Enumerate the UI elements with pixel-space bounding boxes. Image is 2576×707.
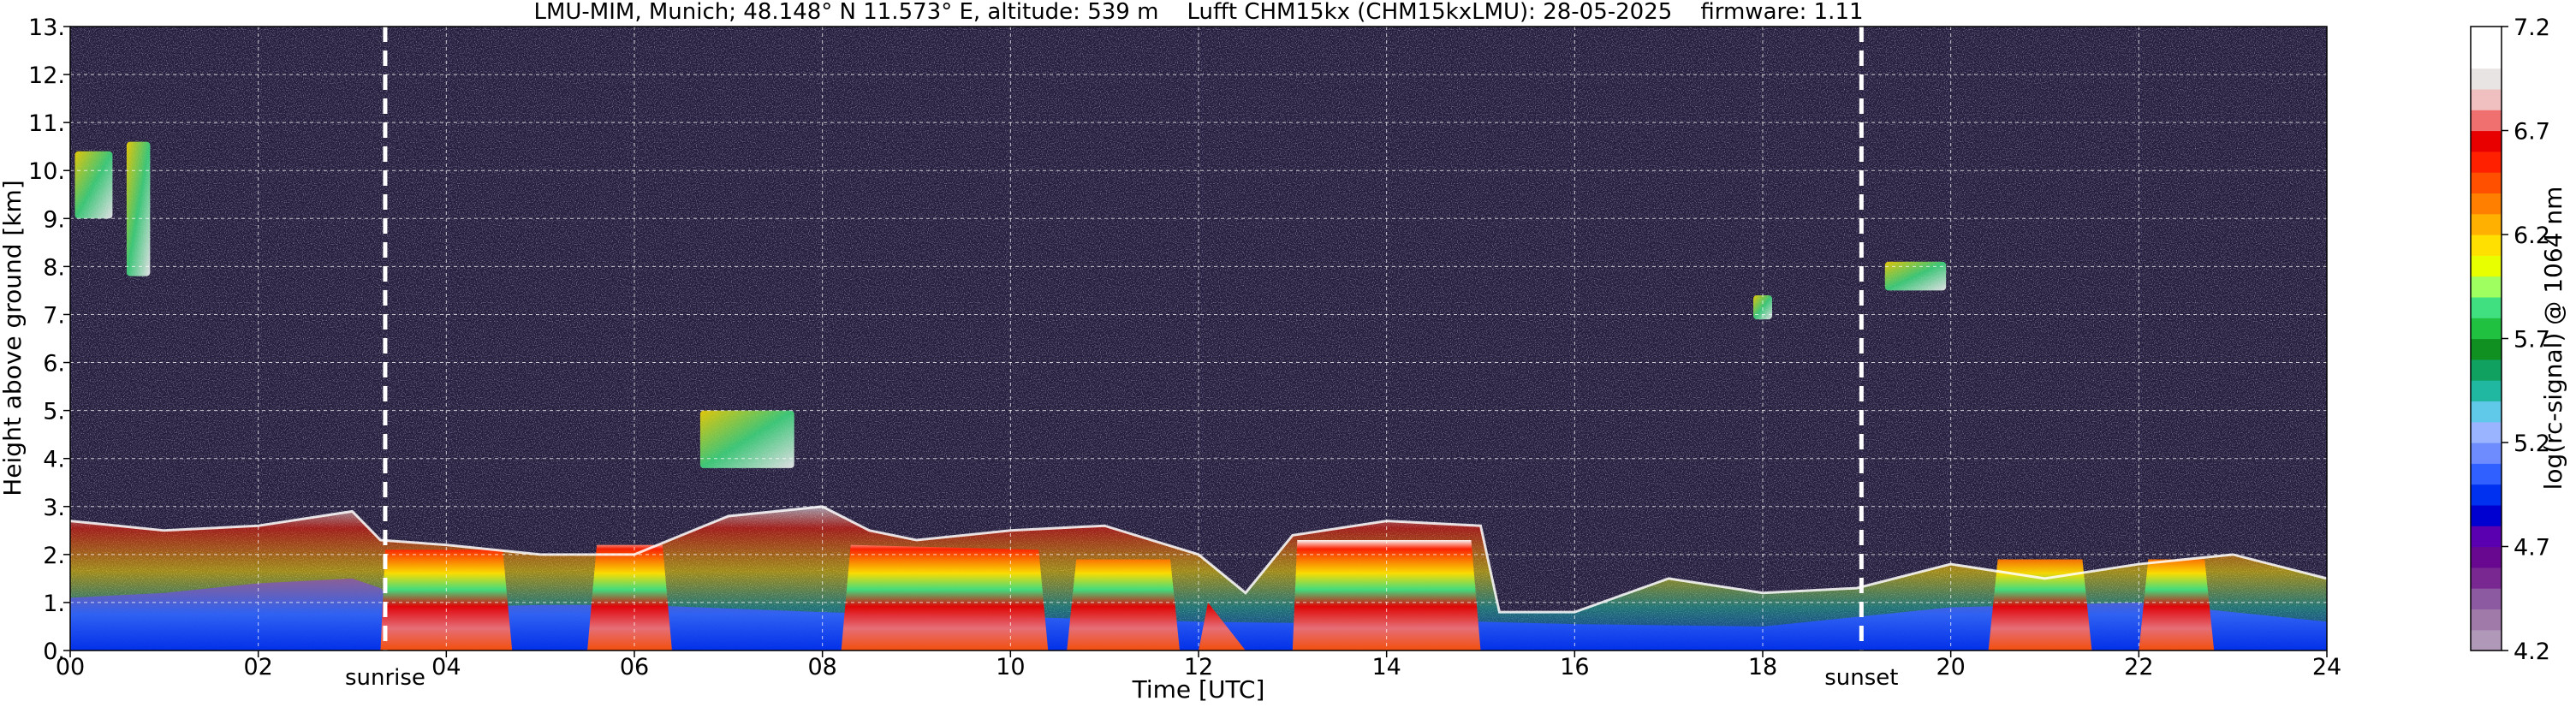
cloud-patches [74, 141, 1947, 468]
layer-top-edge [69, 505, 2328, 614]
colorbar-cell [2471, 588, 2502, 609]
y-tick-label: 10. [28, 158, 65, 185]
colorbar-cell [2471, 546, 2502, 568]
y-tick-label: 2. [43, 543, 65, 569]
colorbar-cell [2471, 338, 2502, 360]
grid [70, 27, 2327, 651]
colorbar: 4.2 4.7 5.2 5.7 6.2 6.7 7.2 log(rc-signal) @ 1… [2470, 15, 2567, 665]
y-tick-label: 3. [43, 495, 65, 521]
colorbar-tick-label: 4.2 [2514, 639, 2550, 665]
colorbar-cell [2471, 276, 2502, 298]
colorbar-tick-label: 5.2 [2514, 431, 2550, 457]
x-tick-label: 04 [431, 654, 461, 680]
colorbar-cell [2471, 47, 2502, 69]
y-tick-label: 13. [28, 15, 65, 41]
colorbar-cell [2471, 359, 2502, 381]
colorbar-cell [2471, 629, 2502, 651]
x-tick-label: 22 [2124, 654, 2153, 680]
colorbar-cells [2471, 27, 2502, 651]
colorbar-cell [2471, 151, 2502, 173]
y-tick-label: 8. [43, 254, 65, 281]
colorbar-ticks: 4.2 4.7 5.2 5.7 6.2 6.7 7.2 [2502, 15, 2550, 665]
colorbar-cell [2471, 421, 2502, 443]
colorbar-cell [2471, 296, 2502, 318]
x-tick-label: 00 [56, 654, 85, 680]
colorbar-tick-label: 7.2 [2514, 15, 2550, 41]
y-tick-label: 5. [43, 399, 65, 425]
x-tick-label: 16 [1560, 654, 1589, 680]
chart-title: LMU-MIM, Munich; 48.148° N 11.573° E, al… [533, 0, 1863, 25]
colorbar-tick-label: 5.7 [2514, 327, 2550, 354]
colorbar-cell [2471, 88, 2502, 110]
x-tick-label: 12 [1184, 654, 1213, 680]
y-tick-label: 11. [28, 110, 65, 137]
colorbar-tick-label: 6.2 [2514, 223, 2550, 249]
y-tick-label: 6. [43, 351, 65, 377]
colorbar-cell [2471, 68, 2502, 90]
colorbar-cell [2471, 463, 2502, 485]
cloud-patch-1 [126, 141, 151, 276]
sun-markers [383, 27, 1864, 651]
colorbar-cell [2471, 235, 2502, 256]
colorbar-cell [2471, 443, 2502, 464]
colorbar-cell [2471, 27, 2502, 48]
colorbar-cell [2471, 130, 2502, 152]
colorbar-tick-label: 4.7 [2514, 535, 2550, 561]
cloud-patch-0 [74, 151, 113, 219]
x-tick-label: 20 [1936, 654, 1965, 680]
y-axis-ticks: 0. 1. 2. 3. 4. 5. 6. 7. 8. 9. 10. 11. 12. 13. [28, 15, 70, 665]
colorbar-cell [2471, 172, 2502, 193]
colorbar-cell [2471, 484, 2502, 506]
colorbar-cell [2471, 318, 2502, 340]
colorbar-cell [2471, 213, 2502, 235]
x-tick-label: 24 [2312, 654, 2341, 680]
y-tick-label: 0. [43, 639, 65, 665]
sunset-label: sunset [1824, 665, 1898, 691]
y-axis-label: Height above ground [km] [0, 180, 27, 496]
sunrise-label: sunrise [345, 665, 425, 691]
x-tick-label: 02 [243, 654, 272, 680]
y-tick-label: 4. [43, 447, 65, 473]
x-tick-label: 10 [996, 654, 1025, 680]
x-tick-label: 18 [1748, 654, 1777, 680]
x-tick-label: 08 [807, 654, 836, 680]
colorbar-label: log(rc-signal) @ 1064 nm [2539, 187, 2567, 490]
colorbar-cell [2471, 110, 2502, 132]
y-tick-label: 9. [43, 206, 65, 233]
colorbar-cell [2471, 609, 2502, 631]
colorbar-cell [2471, 567, 2502, 589]
colorbar-cell [2471, 401, 2502, 423]
x-tick-label: 06 [620, 654, 649, 680]
x-axis-label: Time [UTC] [1132, 675, 1265, 704]
cloud-patch-3 [1884, 261, 1947, 291]
colorbar-cell [2471, 380, 2502, 401]
y-tick-label: 1. [43, 591, 65, 617]
colorbar-cell [2471, 526, 2502, 548]
x-axis-ticks: 00 02 04 06 08 10 12 14 16 18 20 22 24 [56, 651, 2341, 680]
plot-area [69, 26, 2328, 651]
colorbar-cell [2471, 255, 2502, 277]
colorbar-cell [2471, 504, 2502, 526]
cloud-patch-2 [699, 410, 794, 468]
y-tick-label: 7. [43, 302, 65, 329]
y-tick-label: 12. [28, 62, 65, 89]
colorbar-tick-label: 6.7 [2514, 119, 2550, 146]
colorbar-cell [2471, 193, 2502, 215]
x-tick-label: 14 [1371, 654, 1401, 680]
